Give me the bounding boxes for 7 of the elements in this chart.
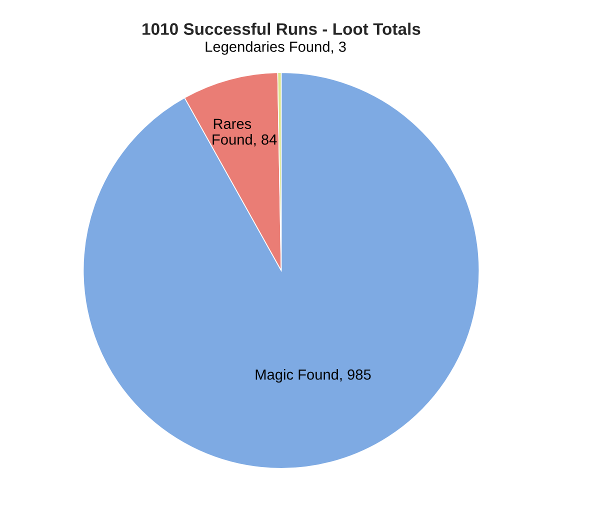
data-label: , 985 [340, 369, 371, 382]
slice-label: Magic Found [256, 369, 338, 383]
slice-label: Legendaries Found [206, 41, 330, 55]
slice-label: Rares Found [212, 118, 252, 145]
data-label: , 3 [332, 42, 346, 54]
data-label: , 84 [254, 134, 277, 146]
chart-title: 1010 Successful Runs - Loot Totals [142, 22, 420, 35]
